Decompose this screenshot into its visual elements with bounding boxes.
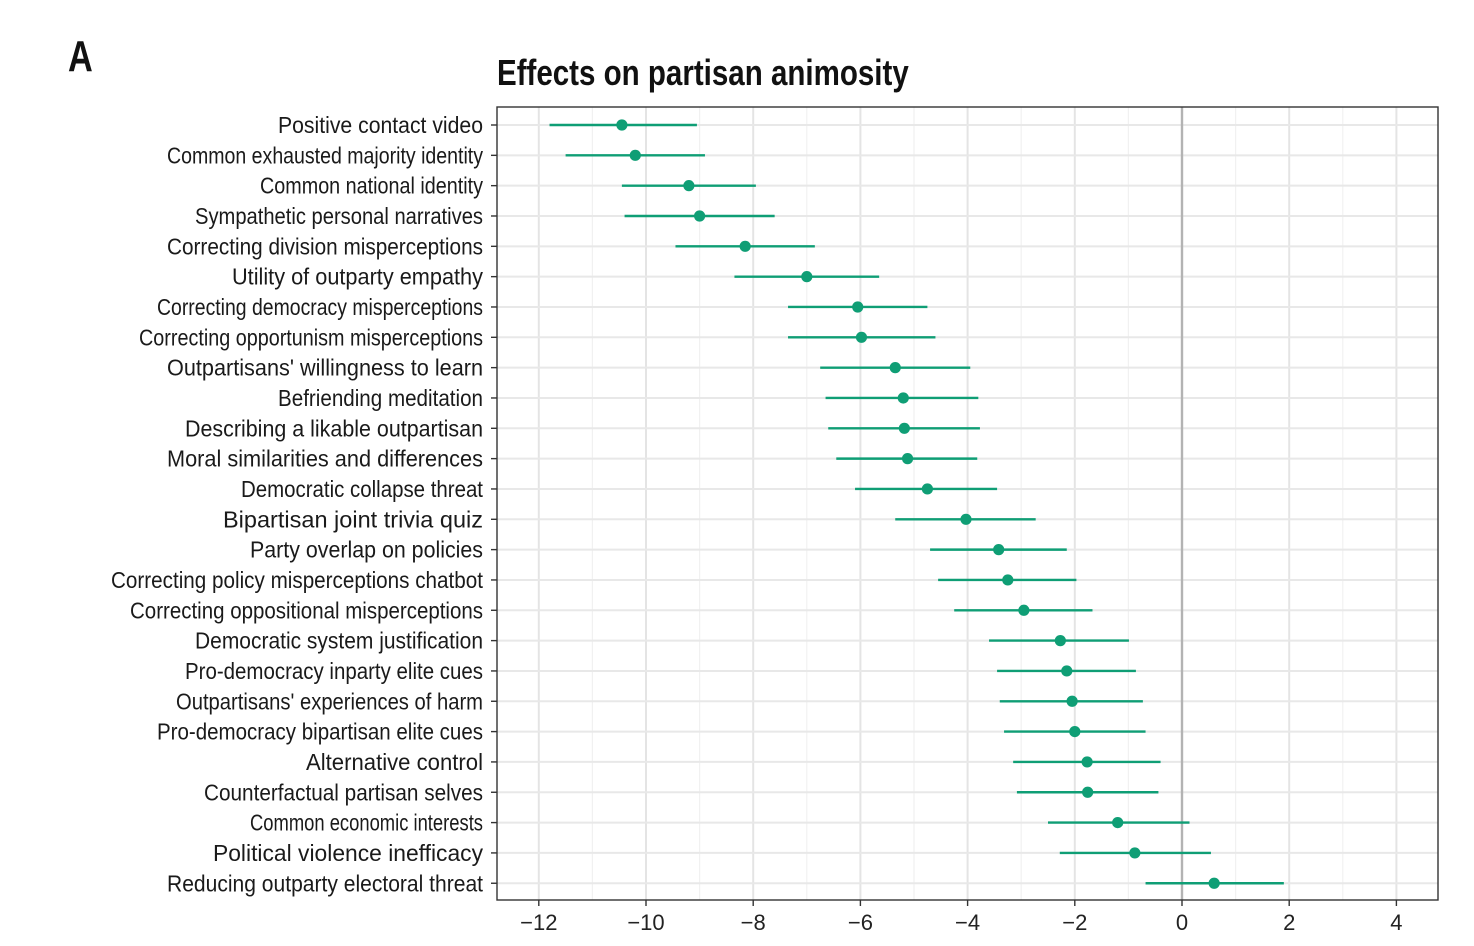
category-label: Describing a likable outpartisan bbox=[185, 415, 483, 441]
category-label: Pro-democracy bipartisan elite cues bbox=[157, 719, 483, 745]
estimate-point bbox=[898, 422, 910, 434]
category-label: Utility of outparty empathy bbox=[232, 264, 483, 290]
estimate-point bbox=[1081, 756, 1093, 768]
category-label: Party overlap on policies bbox=[250, 537, 483, 563]
estimate-point bbox=[1112, 816, 1124, 829]
x-tick-label: −12 bbox=[520, 910, 557, 935]
x-tick-label: 2 bbox=[1283, 910, 1295, 935]
chart-title: Effects on partisan animosity bbox=[497, 52, 909, 93]
estimate-point bbox=[1066, 695, 1078, 707]
category-label: Bipartisan joint trivia quiz bbox=[223, 506, 483, 532]
estimate-point bbox=[921, 483, 934, 495]
estimate-point bbox=[801, 271, 813, 283]
category-label: Counterfactual partisan selves bbox=[204, 779, 483, 805]
estimate-point bbox=[616, 119, 628, 131]
category-label: Moral similarities and differences bbox=[167, 446, 483, 472]
category-label: Sympathetic personal narratives bbox=[195, 203, 483, 229]
x-tick-label: −2 bbox=[1062, 910, 1087, 935]
category-label: Pro-democracy inparty elite cues bbox=[185, 658, 483, 684]
category-label: Correcting oppositional misperceptions bbox=[130, 597, 483, 623]
x-tick-label: −6 bbox=[848, 910, 873, 935]
x-tick-label: −8 bbox=[741, 910, 766, 935]
estimate-point bbox=[683, 180, 695, 192]
panel-letter: A bbox=[68, 32, 93, 81]
estimate-point bbox=[1129, 847, 1141, 859]
category-label: Common exhausted majority identity bbox=[167, 142, 483, 168]
estimate-point bbox=[993, 544, 1005, 556]
estimate-point bbox=[1018, 604, 1030, 616]
category-label: Outpartisans' willingness to learn bbox=[167, 355, 483, 381]
category-label: Common national identity bbox=[260, 173, 483, 199]
estimate-point bbox=[1054, 635, 1066, 647]
estimate-point bbox=[855, 331, 868, 343]
category-label: Correcting democracy misperceptions bbox=[157, 294, 483, 320]
estimate-point bbox=[1069, 726, 1081, 738]
estimate-point bbox=[901, 453, 914, 465]
category-label: Reducing outparty electoral threat bbox=[167, 870, 484, 896]
category-label: Political violence inefficacy bbox=[213, 840, 483, 866]
estimate-point bbox=[1061, 665, 1073, 677]
x-tick-label: 0 bbox=[1176, 910, 1188, 935]
category-label: Alternative control bbox=[306, 749, 483, 775]
category-label: Positive contact video bbox=[278, 112, 483, 138]
x-tick-label: 4 bbox=[1390, 910, 1402, 935]
estimate-point bbox=[852, 301, 864, 313]
category-label: Correcting policy misperceptions chatbot bbox=[111, 567, 484, 593]
category-label: Correcting opportunism misperceptions bbox=[139, 324, 483, 350]
estimate-point bbox=[1208, 877, 1220, 889]
category-label: Befriending meditation bbox=[278, 385, 483, 411]
x-tick-label: −10 bbox=[627, 910, 664, 935]
estimate-point bbox=[1082, 786, 1094, 798]
category-label: Common economic interests bbox=[250, 810, 483, 836]
estimate-point bbox=[1002, 574, 1014, 586]
x-tick-label: −4 bbox=[955, 910, 980, 935]
category-label: Correcting division misperceptions bbox=[167, 233, 483, 259]
estimate-point bbox=[889, 362, 901, 374]
estimate-point bbox=[960, 513, 972, 525]
estimate-point bbox=[739, 240, 751, 252]
category-label: Democratic system justification bbox=[195, 628, 483, 654]
category-label: Democratic collapse threat bbox=[241, 476, 484, 502]
category-label: Outpartisans' experiences of harm bbox=[176, 688, 483, 714]
estimate-point bbox=[694, 210, 706, 222]
estimate-point bbox=[897, 392, 909, 404]
estimate-point bbox=[629, 149, 641, 161]
